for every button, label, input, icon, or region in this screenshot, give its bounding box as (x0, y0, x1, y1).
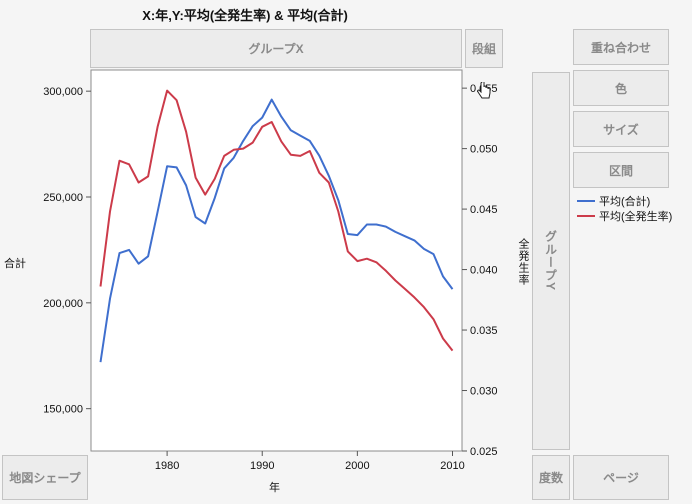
hand-cursor-icon (477, 82, 491, 99)
series-line-total (99, 98, 454, 363)
group-y-zone[interactable]: グループY (532, 72, 570, 450)
chart-title: X:年,Y:平均(全発生率) & 平均(合計) (142, 8, 348, 23)
legend: 平均(合計) 平均(全発生率) (577, 193, 672, 223)
x-tick-label: 2000 (345, 460, 369, 472)
size-zone[interactable]: サイズ (573, 111, 669, 147)
freq-zone[interactable]: 度数 (532, 455, 570, 500)
y-right-tick-label: 0.045 (470, 204, 498, 216)
overlay-zone[interactable]: 重ね合わせ (573, 29, 669, 65)
group-x-zone[interactable]: グループX (90, 29, 462, 68)
y-right-tick-label: 0.030 (470, 386, 498, 398)
page-zone[interactable]: ページ (573, 455, 669, 500)
group-y-label: グループY (543, 230, 558, 292)
legend-swatch-total (577, 199, 595, 202)
legend-swatch-rate (577, 214, 595, 217)
y-right-tick-label: 0.050 (470, 144, 498, 156)
x-axis-title: 年 (269, 482, 280, 494)
legend-label-rate: 平均(全発生率) (599, 210, 673, 223)
y-left-axis-title: 合計 (4, 258, 26, 270)
plot-frame (90, 69, 463, 452)
map-shape-zone[interactable]: 地図シェープ (2, 455, 88, 500)
y-right-axis-title: 全発生率 (517, 238, 529, 286)
y-left-tick-label: 200,000 (43, 298, 83, 310)
series-line-rate (99, 89, 454, 352)
interval-zone[interactable]: 区間 (573, 152, 669, 188)
legend-label-total: 平均(合計) (599, 195, 651, 208)
color-zone[interactable]: 色 (573, 70, 669, 106)
x-tick-label: 1980 (155, 460, 179, 472)
y-left-tick-label: 250,000 (43, 192, 83, 204)
y-right-tick-label: 0.025 (470, 446, 498, 458)
y-right-tick-label: 0.035 (470, 325, 498, 337)
legend-entry-total: 平均(合計) (577, 193, 672, 208)
y-right-tick-label: 0.040 (470, 265, 498, 277)
y-left-tick-label: 300,000 (43, 86, 83, 98)
x-tick-label: 1990 (250, 460, 274, 472)
wrap-zone[interactable]: 段組 (465, 29, 503, 68)
y-left-tick-label: 150,000 (43, 404, 83, 416)
x-tick-label: 2010 (440, 460, 464, 472)
legend-entry-rate: 平均(全発生率) (577, 208, 672, 223)
